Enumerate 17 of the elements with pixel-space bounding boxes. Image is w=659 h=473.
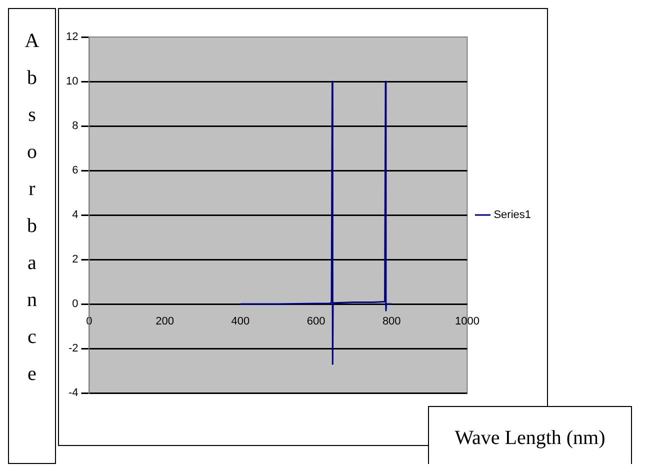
text: Absorbance: [24, 30, 40, 385]
y-tick-label: 10: [66, 76, 78, 88]
y-tick-label: 6: [72, 164, 78, 177]
x-tick-label: 200: [156, 316, 174, 328]
y-tick-label: 12: [66, 31, 78, 44]
y-tick-label: -4: [68, 387, 78, 400]
x-tick-label: 400: [231, 316, 250, 328]
y-tick-label: 8: [72, 120, 78, 132]
y-tick-label: 2: [72, 254, 78, 266]
x-axis-title: Wave Length (nm): [454, 426, 606, 450]
x-tick-label: 800: [382, 316, 401, 328]
x-tick-label: 1000: [454, 316, 480, 328]
y-tick-label: 0: [72, 298, 78, 310]
x-tick-label: 600: [306, 316, 326, 328]
y-tick-label: 4: [72, 209, 78, 222]
legend-label: Series1: [494, 209, 531, 222]
y-tick-label: -2: [68, 342, 78, 355]
